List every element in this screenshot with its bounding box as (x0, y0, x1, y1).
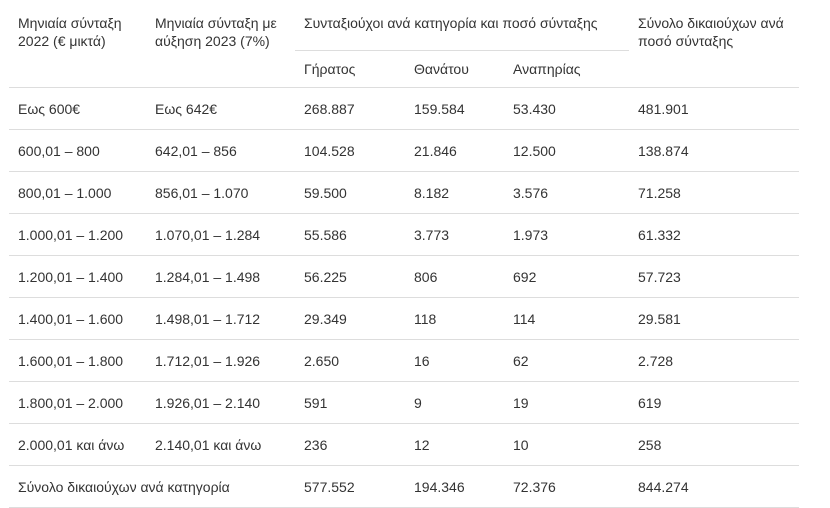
cell-total: 57.723 (629, 255, 800, 298)
cell-disability: 12.500 (504, 129, 630, 172)
cell-disability: 19 (504, 381, 630, 424)
table-row: 800,01 – 1.000 856,01 – 1.070 59.500 8.182 3… (9, 171, 800, 214)
cell-disability: 692 (504, 255, 630, 298)
table-row: 600,01 – 800 642,01 – 856 104.528 21.846 12.… (9, 129, 800, 172)
cell-disability: 10 (504, 423, 630, 466)
pension-table: Μηνιαία σύνταξη 2022 (€ μικτά) Μηνιαία σ… (9, 8, 800, 508)
header-disability: Αναπηρίας (513, 61, 581, 77)
cell-old-age: 236 (295, 423, 405, 466)
cell-old-age: 55.586 (295, 213, 405, 256)
cell-pension-2022: 600,01 – 800 (9, 129, 146, 172)
cell-pension-2022: 1.600,01 – 1.800 (9, 339, 146, 382)
totals-old-age: 577.552 (295, 465, 405, 508)
totals-death: 194.346 (405, 465, 504, 508)
header-pension-2023: Μηνιαία σύνταξη με αύξηση 2023 (7%) (155, 15, 277, 49)
header-row: Μηνιαία σύνταξη 2022 (€ μικτά) Μηνιαία σ… (9, 8, 799, 51)
cell-old-age: 56.225 (295, 255, 405, 298)
cell-death: 159.584 (405, 87, 504, 130)
table-row: 2.000,01 και άνω 2.140,01 και άνω 236 12 10 2… (9, 423, 800, 466)
cell-disability: 1.973 (504, 213, 630, 256)
totals-label: Σύνολο δικαιούχων ανά κατηγορία (9, 465, 295, 508)
subheader-row: Γήρατος Θανάτου Αναπηρίας (9, 51, 799, 88)
totals-row: Σύνολο δικαιούχων ανά κατηγορία 577.552 … (9, 465, 800, 508)
cell-old-age: 104.528 (295, 129, 405, 172)
table-row: 1.400,01 – 1.600 1.498,01 – 1.712 29.349 11… (9, 297, 800, 340)
cell-total: 2.728 (629, 339, 800, 382)
totals-disability: 72.376 (504, 465, 630, 508)
cell-total: 258 (629, 423, 800, 466)
cell-total: 619 (629, 381, 800, 424)
cell-pension-2023: 1.284,01 – 1.498 (146, 255, 295, 298)
cell-total: 71.258 (629, 171, 800, 214)
header-old-age: Γήρατος (304, 61, 356, 77)
cell-death: 12 (405, 423, 504, 466)
cell-disability: 3.576 (504, 171, 630, 214)
cell-pension-2023: 1.712,01 – 1.926 (146, 339, 295, 382)
cell-pension-2022: 1.200,01 – 1.400 (9, 255, 146, 298)
header-total-by-amount: Σύνολο δικαιούχων ανά ποσό σύνταξης (638, 15, 784, 49)
cell-total: 29.581 (629, 297, 800, 340)
cell-pension-2022: 1.400,01 – 1.600 (9, 297, 146, 340)
cell-death: 16 (405, 339, 504, 382)
cell-pension-2023: 1.926,01 – 2.140 (146, 381, 295, 424)
cell-pension-2022: 2.000,01 και άνω (9, 423, 146, 466)
cell-old-age: 2.650 (295, 339, 405, 382)
table-row: 1.000,01 – 1.200 1.070,01 – 1.284 55.586 3.… (9, 213, 800, 256)
cell-disability: 53.430 (504, 87, 630, 130)
cell-old-age: 268.887 (295, 87, 405, 130)
cell-old-age: 29.349 (295, 297, 405, 340)
cell-pension-2022: 1.800,01 – 2.000 (9, 381, 146, 424)
cell-death: 21.846 (405, 129, 504, 172)
table-row: 1.200,01 – 1.400 1.284,01 – 1.498 56.225 80… (9, 255, 800, 298)
cell-total: 138.874 (629, 129, 800, 172)
cell-pension-2023: 1.498,01 – 1.712 (146, 297, 295, 340)
cell-pension-2023: 856,01 – 1.070 (146, 171, 295, 214)
header-category-group: Συνταξιούχοι ανά κατηγορία και ποσό σύντ… (295, 8, 630, 51)
cell-death: 9 (405, 381, 504, 424)
cell-pension-2022: 1.000,01 – 1.200 (9, 213, 146, 256)
header-pension-2022: Μηνιαία σύνταξη 2022 (€ μικτά) (18, 15, 122, 49)
cell-disability: 62 (504, 339, 630, 382)
cell-total: 481.901 (629, 87, 800, 130)
cell-old-age: 591 (295, 381, 405, 424)
table-body: Εως 600€ Εως 642€ 268.887 159.584 53.430 481.… (9, 87, 800, 508)
table-row: 1.800,01 – 2.000 1.926,01 – 2.140 591 9 19 61… (9, 381, 800, 424)
cell-death: 3.773 (405, 213, 504, 256)
cell-pension-2023: 1.070,01 – 1.284 (146, 213, 295, 256)
cell-pension-2023: 642,01 – 856 (146, 129, 295, 172)
cell-total: 61.332 (629, 213, 800, 256)
totals-total: 844.274 (629, 465, 800, 508)
cell-old-age: 59.500 (295, 171, 405, 214)
cell-death: 118 (405, 297, 504, 340)
cell-pension-2023: Εως 642€ (146, 87, 295, 130)
cell-pension-2023: 2.140,01 και άνω (146, 423, 295, 466)
cell-death: 806 (405, 255, 504, 298)
cell-death: 8.182 (405, 171, 504, 214)
cell-disability: 114 (504, 297, 630, 340)
table-row: Εως 600€ Εως 642€ 268.887 159.584 53.430 481.… (9, 87, 800, 130)
cell-pension-2022: 800,01 – 1.000 (9, 171, 146, 214)
cell-pension-2022: Εως 600€ (9, 87, 146, 130)
header-death: Θανάτου (414, 61, 469, 77)
table-row: 1.600,01 – 1.800 1.712,01 – 1.926 2.650 16 6… (9, 339, 800, 382)
table-header: Μηνιαία σύνταξη 2022 (€ μικτά) Μηνιαία σ… (9, 8, 799, 88)
